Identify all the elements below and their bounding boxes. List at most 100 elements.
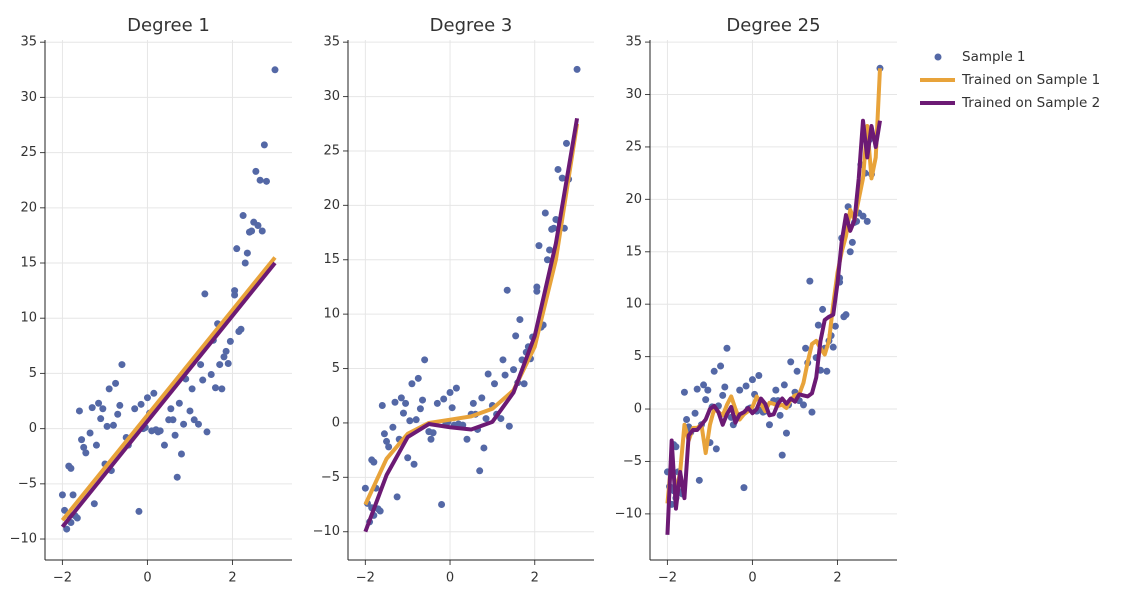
data-point [438, 501, 446, 509]
data-point [389, 423, 397, 431]
data-point [63, 525, 71, 533]
data-point [180, 420, 188, 428]
data-point [271, 66, 279, 74]
y-tick-label: 30 [625, 87, 642, 102]
legend-marker [934, 53, 942, 61]
x-tick-label: 2 [531, 571, 539, 586]
data-point [391, 398, 399, 406]
data-point [82, 449, 90, 457]
data-point [554, 165, 562, 173]
y-tick-label: 35 [20, 35, 37, 50]
data-point [88, 404, 96, 412]
data-point [222, 347, 230, 355]
data-point [114, 410, 122, 418]
data-point [135, 507, 143, 515]
data-point [831, 322, 839, 330]
data-point [207, 371, 215, 379]
data-point [478, 394, 486, 402]
y-tick-label: 15 [323, 252, 340, 267]
data-point [501, 371, 509, 379]
data-point [262, 177, 270, 185]
data-point [237, 325, 245, 333]
y-tick-label: 35 [323, 35, 340, 50]
data-point [510, 366, 518, 374]
data-point [550, 224, 558, 232]
data-point [680, 388, 688, 396]
data-point [410, 460, 418, 468]
data-point [782, 429, 790, 437]
y-tick-label: 20 [20, 200, 37, 215]
data-point [520, 380, 528, 388]
y-tick-label: 35 [625, 35, 642, 50]
subplot-title: Degree 25 [726, 15, 820, 36]
data-point [780, 381, 788, 389]
data-point [802, 344, 810, 352]
fit-line [665, 118, 882, 535]
data-point [150, 389, 158, 397]
y-tick-label: 10 [625, 297, 642, 312]
data-point [543, 256, 551, 264]
data-point [476, 467, 484, 475]
x-tick-label: −2 [658, 571, 677, 586]
data-point [702, 396, 710, 404]
data-point [427, 435, 435, 443]
fit-line [363, 123, 580, 506]
data-point [378, 402, 386, 410]
data-point [171, 431, 179, 439]
data-point [842, 311, 850, 319]
legend-label: Trained on Sample 1 [961, 72, 1100, 88]
y-tick-label: 0 [634, 402, 642, 417]
data-point [406, 417, 414, 425]
data-point [562, 139, 570, 147]
legend: Sample 1 Trained on Sample 1 Trained on Sa… [920, 49, 1100, 111]
y-tick-label: 0 [332, 415, 340, 430]
x-tick-label: 2 [228, 571, 236, 586]
data-point [109, 421, 117, 429]
data-point [823, 367, 831, 375]
data-point [97, 415, 105, 423]
data-point [541, 209, 549, 217]
data-point [370, 458, 378, 466]
data-point [740, 484, 748, 492]
data-point [533, 283, 541, 291]
data-point [742, 382, 750, 390]
data-point [463, 435, 471, 443]
data-point [755, 371, 763, 379]
data-point [484, 370, 492, 378]
data-point [241, 259, 249, 267]
data-point [86, 429, 94, 437]
data-point [446, 388, 454, 396]
data-point [469, 399, 477, 407]
y-tick-label: 20 [625, 192, 642, 207]
data-point [723, 344, 731, 352]
data-point [863, 217, 871, 225]
data-point [231, 287, 239, 295]
data-point [248, 227, 256, 235]
data-point [717, 362, 725, 370]
data-point [160, 441, 168, 449]
data-point [416, 405, 424, 413]
data-point [516, 316, 524, 324]
y-tick-label: 5 [634, 349, 642, 364]
data-point [131, 405, 139, 413]
data-point [137, 400, 145, 408]
data-point [490, 380, 498, 388]
data-point [814, 321, 822, 329]
y-tick-label: 30 [323, 89, 340, 104]
y-tick-label: 5 [29, 366, 37, 381]
data-point [116, 401, 124, 409]
data-point [361, 484, 369, 492]
data-point [399, 409, 407, 417]
fit-line [363, 117, 580, 533]
y-tick-label: 25 [20, 145, 37, 160]
data-point [480, 444, 488, 452]
data-point [201, 290, 209, 298]
data-point [226, 337, 234, 345]
data-point [103, 422, 111, 430]
data-point [186, 407, 194, 415]
data-point [73, 514, 81, 522]
data-point [719, 391, 727, 399]
x-tick-label: 0 [143, 571, 151, 586]
data-point [799, 401, 807, 409]
data-point [254, 221, 262, 229]
